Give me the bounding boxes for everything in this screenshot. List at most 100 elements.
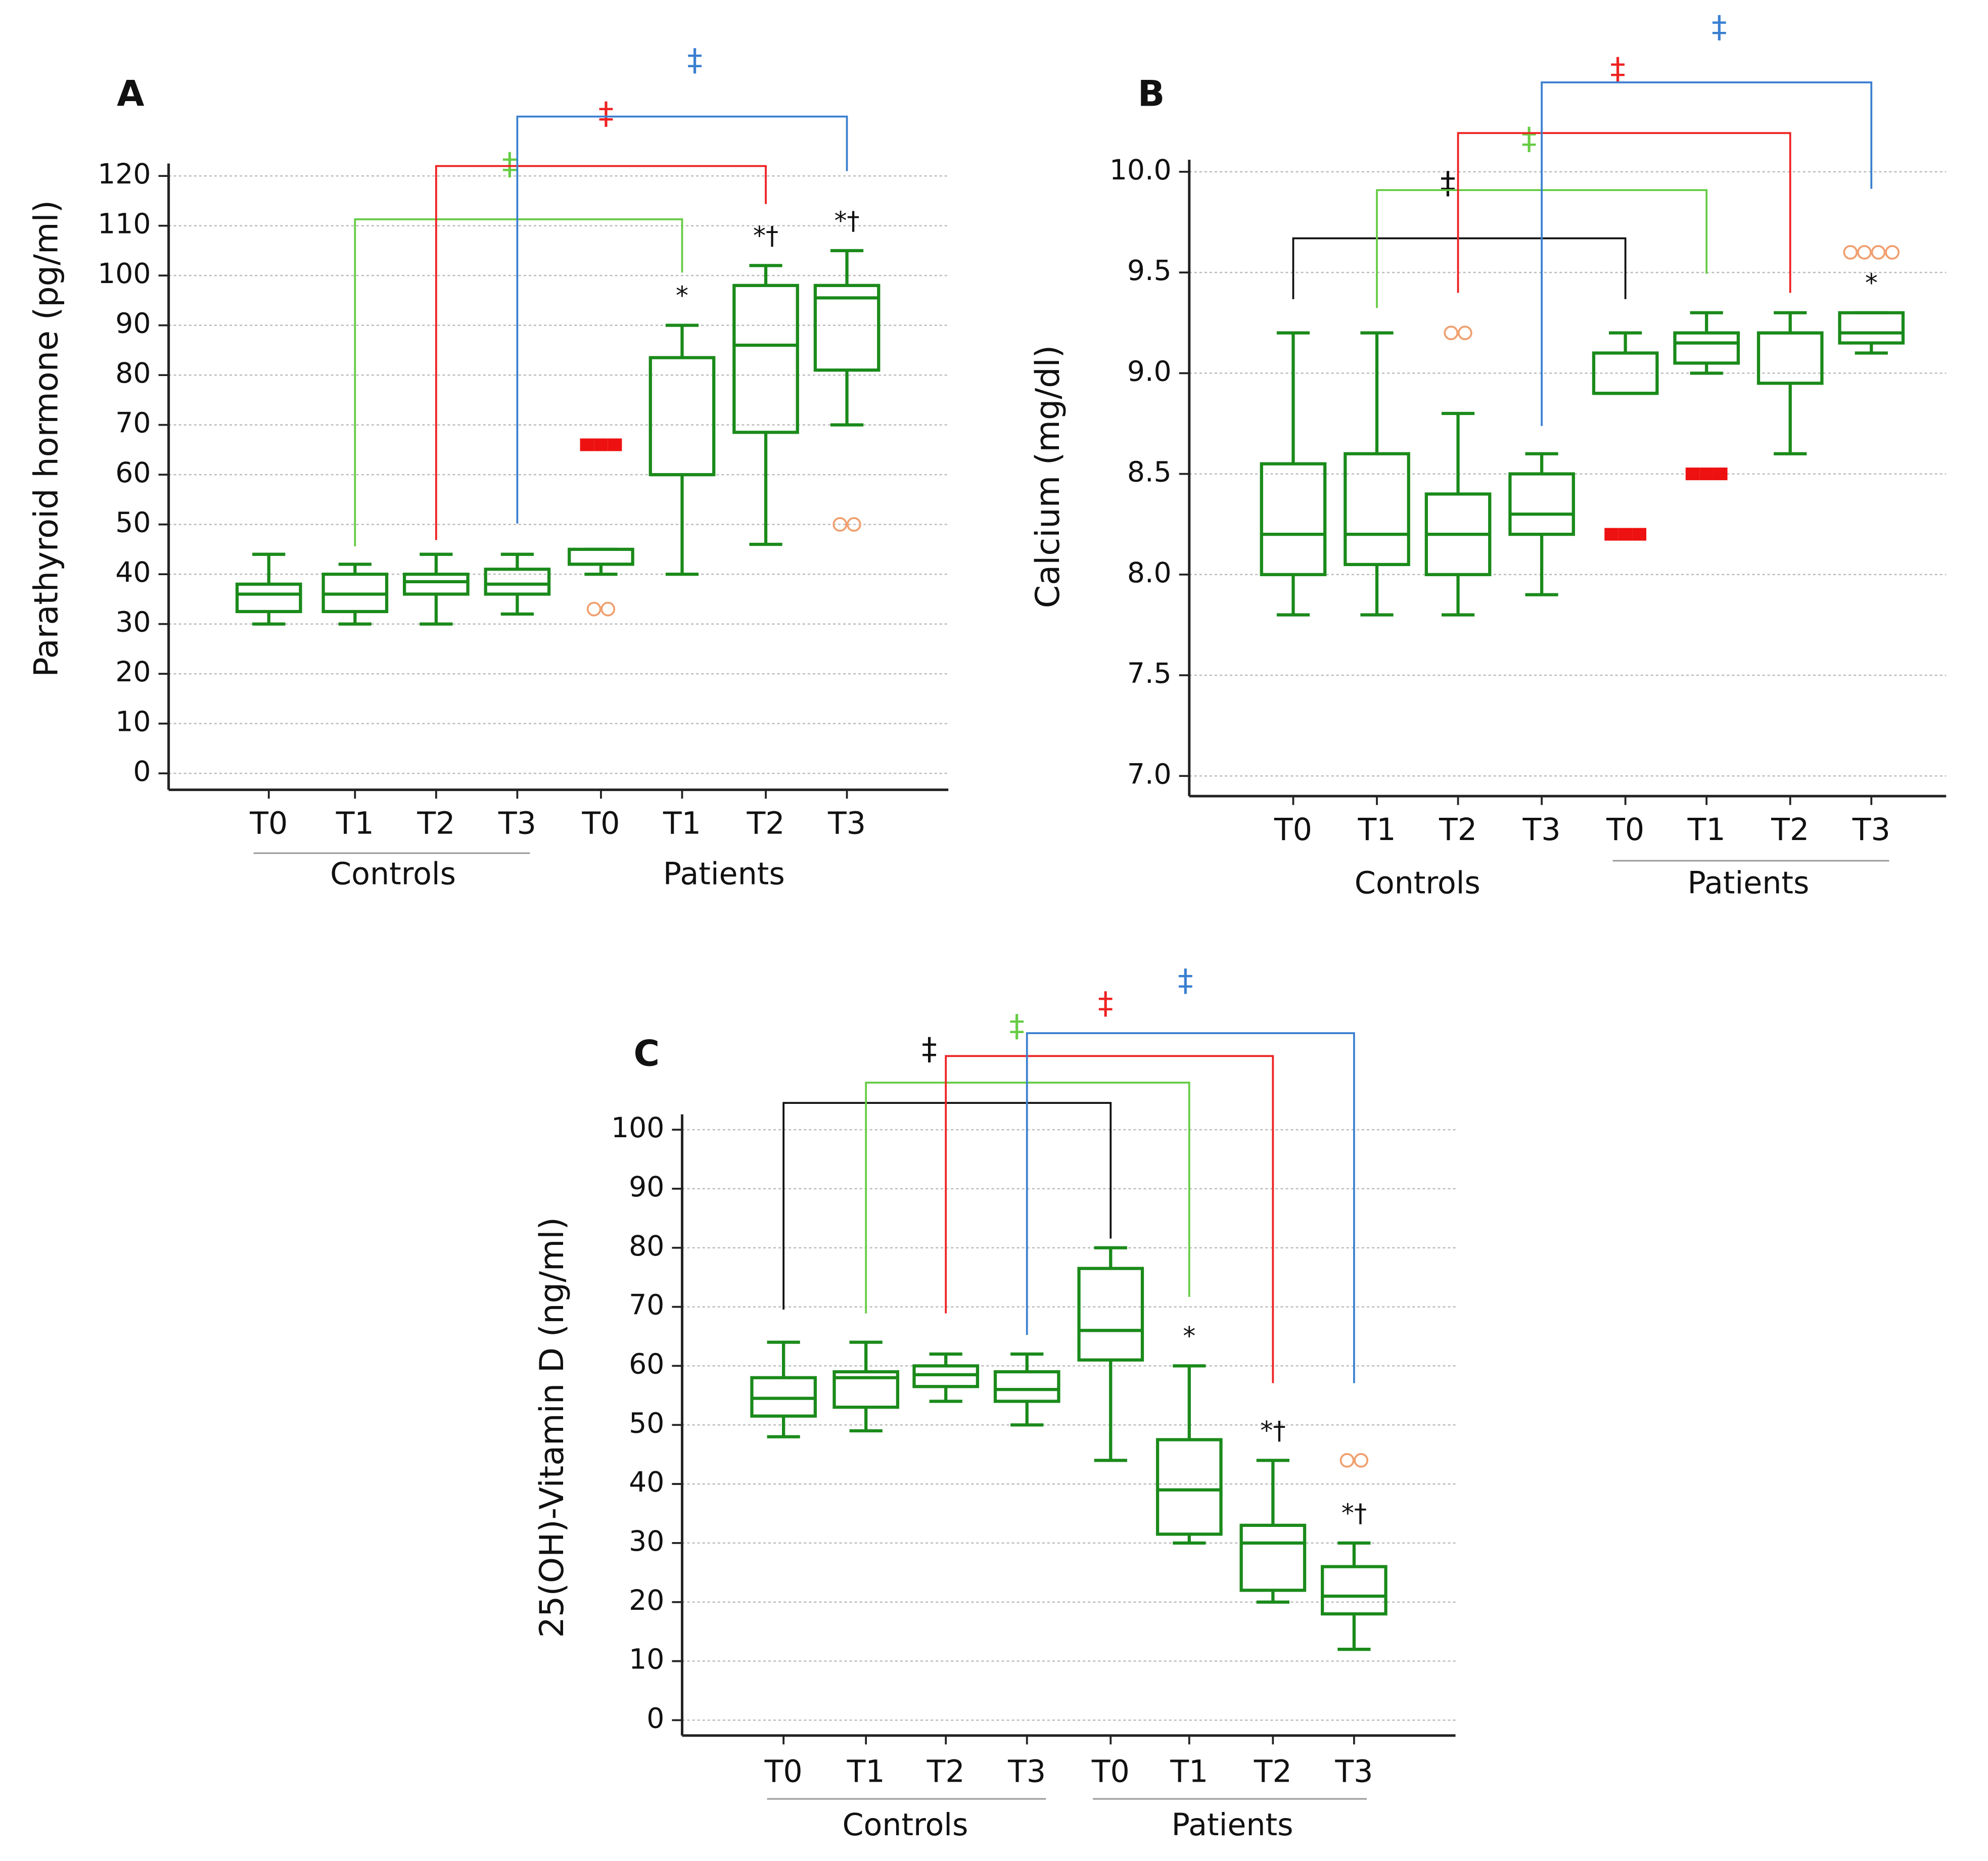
y-tick-label: 100 — [98, 258, 151, 290]
comparison-label: ‡ — [502, 147, 517, 182]
x-tick-label: T1 — [1357, 812, 1396, 848]
extreme — [1713, 468, 1728, 481]
comparison-bracket — [435, 165, 767, 540]
panel-letter: B — [1138, 73, 1165, 115]
y-tick-label: 0 — [133, 756, 151, 788]
y-tick-label: 50 — [115, 507, 151, 539]
box — [1344, 452, 1410, 567]
x-tick-label: T3 — [498, 806, 536, 841]
comparison-label: ‡ — [1521, 121, 1537, 157]
y-tick-label: 90 — [115, 308, 151, 340]
outlier — [1339, 1453, 1355, 1468]
x-tick-label: T3 — [1007, 1754, 1046, 1790]
comparison-bracket — [782, 1102, 1112, 1310]
y-axis-label: Parathyroid hormone (pg/ml) — [27, 200, 65, 677]
y-tick-label: 9.5 — [1127, 255, 1172, 287]
y-tick-label: 8.0 — [1127, 557, 1172, 589]
y-tick-label: 7.5 — [1127, 658, 1172, 690]
comparison-bracket — [1541, 81, 1873, 426]
y-tick-label: 110 — [98, 208, 151, 241]
comparison-bracket — [1457, 132, 1791, 293]
box — [568, 547, 634, 566]
box — [1838, 311, 1905, 345]
x-tick-label: T3 — [1522, 812, 1561, 848]
outlier — [1457, 325, 1472, 341]
y-tick-label: 20 — [115, 656, 151, 688]
x-tick-label: T2 — [1254, 1754, 1292, 1790]
outlier — [1354, 1453, 1369, 1468]
y-tick-label: 10 — [629, 1644, 664, 1676]
group-label: Controls — [1355, 865, 1481, 901]
y-tick-label: 10.0 — [1109, 154, 1172, 187]
annotation: *† — [753, 221, 778, 251]
x-tick-label: T1 — [1170, 1754, 1208, 1790]
y-tick-label: 9.0 — [1127, 355, 1172, 388]
y-tick-label: 120 — [98, 158, 151, 191]
outlier — [1857, 245, 1872, 260]
y-tick-label: 7.0 — [1127, 758, 1172, 790]
comparison-label: ‡ — [687, 42, 702, 78]
x-tick-label: T0 — [581, 806, 620, 841]
comparison-label: ‡ — [1610, 52, 1626, 87]
y-tick-label: 0 — [646, 1703, 664, 1735]
box — [403, 572, 470, 596]
x-tick-label: T0 — [249, 806, 288, 841]
x-tick-label: T1 — [336, 806, 374, 841]
outlier — [1871, 245, 1886, 260]
x-tick-label: T0 — [1606, 812, 1644, 848]
extreme — [608, 438, 622, 451]
comparison-bracket — [1026, 1032, 1355, 1383]
box — [1756, 331, 1824, 385]
y-tick-label: 60 — [629, 1348, 664, 1381]
y-tick-label: 40 — [115, 556, 151, 589]
x-tick-label: T2 — [417, 806, 455, 841]
extreme — [1604, 528, 1619, 541]
group-label: Patients — [1172, 1807, 1293, 1843]
extreme — [580, 438, 594, 451]
y-tick-label: 30 — [629, 1525, 664, 1558]
group-label: Controls — [842, 1807, 968, 1843]
box — [1673, 331, 1740, 365]
x-tick-label: T0 — [1274, 812, 1312, 848]
comparison-bracket — [1292, 237, 1627, 299]
y-tick-label: 50 — [629, 1407, 664, 1439]
outlier — [1444, 325, 1459, 341]
x-tick-label: T3 — [1852, 812, 1890, 848]
outlier — [846, 517, 861, 532]
extreme — [1618, 528, 1633, 541]
annotation: *† — [834, 206, 859, 236]
x-tick-label: T3 — [1334, 1754, 1373, 1790]
y-tick-label: 30 — [115, 607, 151, 639]
group-label: Patients — [1687, 865, 1809, 901]
box — [235, 582, 302, 614]
box — [1260, 462, 1327, 576]
comparison-label: ‡ — [1178, 963, 1193, 998]
box — [1077, 1267, 1144, 1362]
comparison-label: ‡ — [1712, 10, 1727, 45]
comparison-label: ‡ — [598, 96, 614, 131]
box — [833, 1370, 900, 1409]
x-tick-label: T2 — [1771, 812, 1809, 848]
box — [484, 568, 551, 596]
box — [1239, 1523, 1307, 1592]
x-tick-label: T3 — [827, 806, 866, 841]
box — [1321, 1565, 1388, 1616]
panel-letter: A — [117, 73, 144, 115]
box — [993, 1370, 1060, 1403]
annotation: *† — [1342, 1498, 1367, 1528]
outlier — [1843, 245, 1858, 260]
panel-letter: C — [633, 1033, 660, 1074]
x-tick-label: T2 — [746, 806, 784, 841]
y-tick-label: 70 — [115, 407, 151, 440]
x-tick-label: T2 — [1439, 812, 1477, 848]
y-tick-label: 20 — [629, 1585, 664, 1617]
y-tick-label: 90 — [629, 1171, 664, 1203]
x-tick-label: T0 — [1091, 1754, 1130, 1790]
x-tick-label: T1 — [663, 806, 701, 841]
comparison-label: ‡ — [1009, 1009, 1025, 1044]
y-tick-label: 10 — [115, 706, 151, 738]
annotation: *† — [1260, 1416, 1285, 1446]
y-axis-label: 25(OH)-Vitamin D (ng/ml) — [533, 1217, 571, 1638]
comparison-bracket — [945, 1055, 1274, 1383]
